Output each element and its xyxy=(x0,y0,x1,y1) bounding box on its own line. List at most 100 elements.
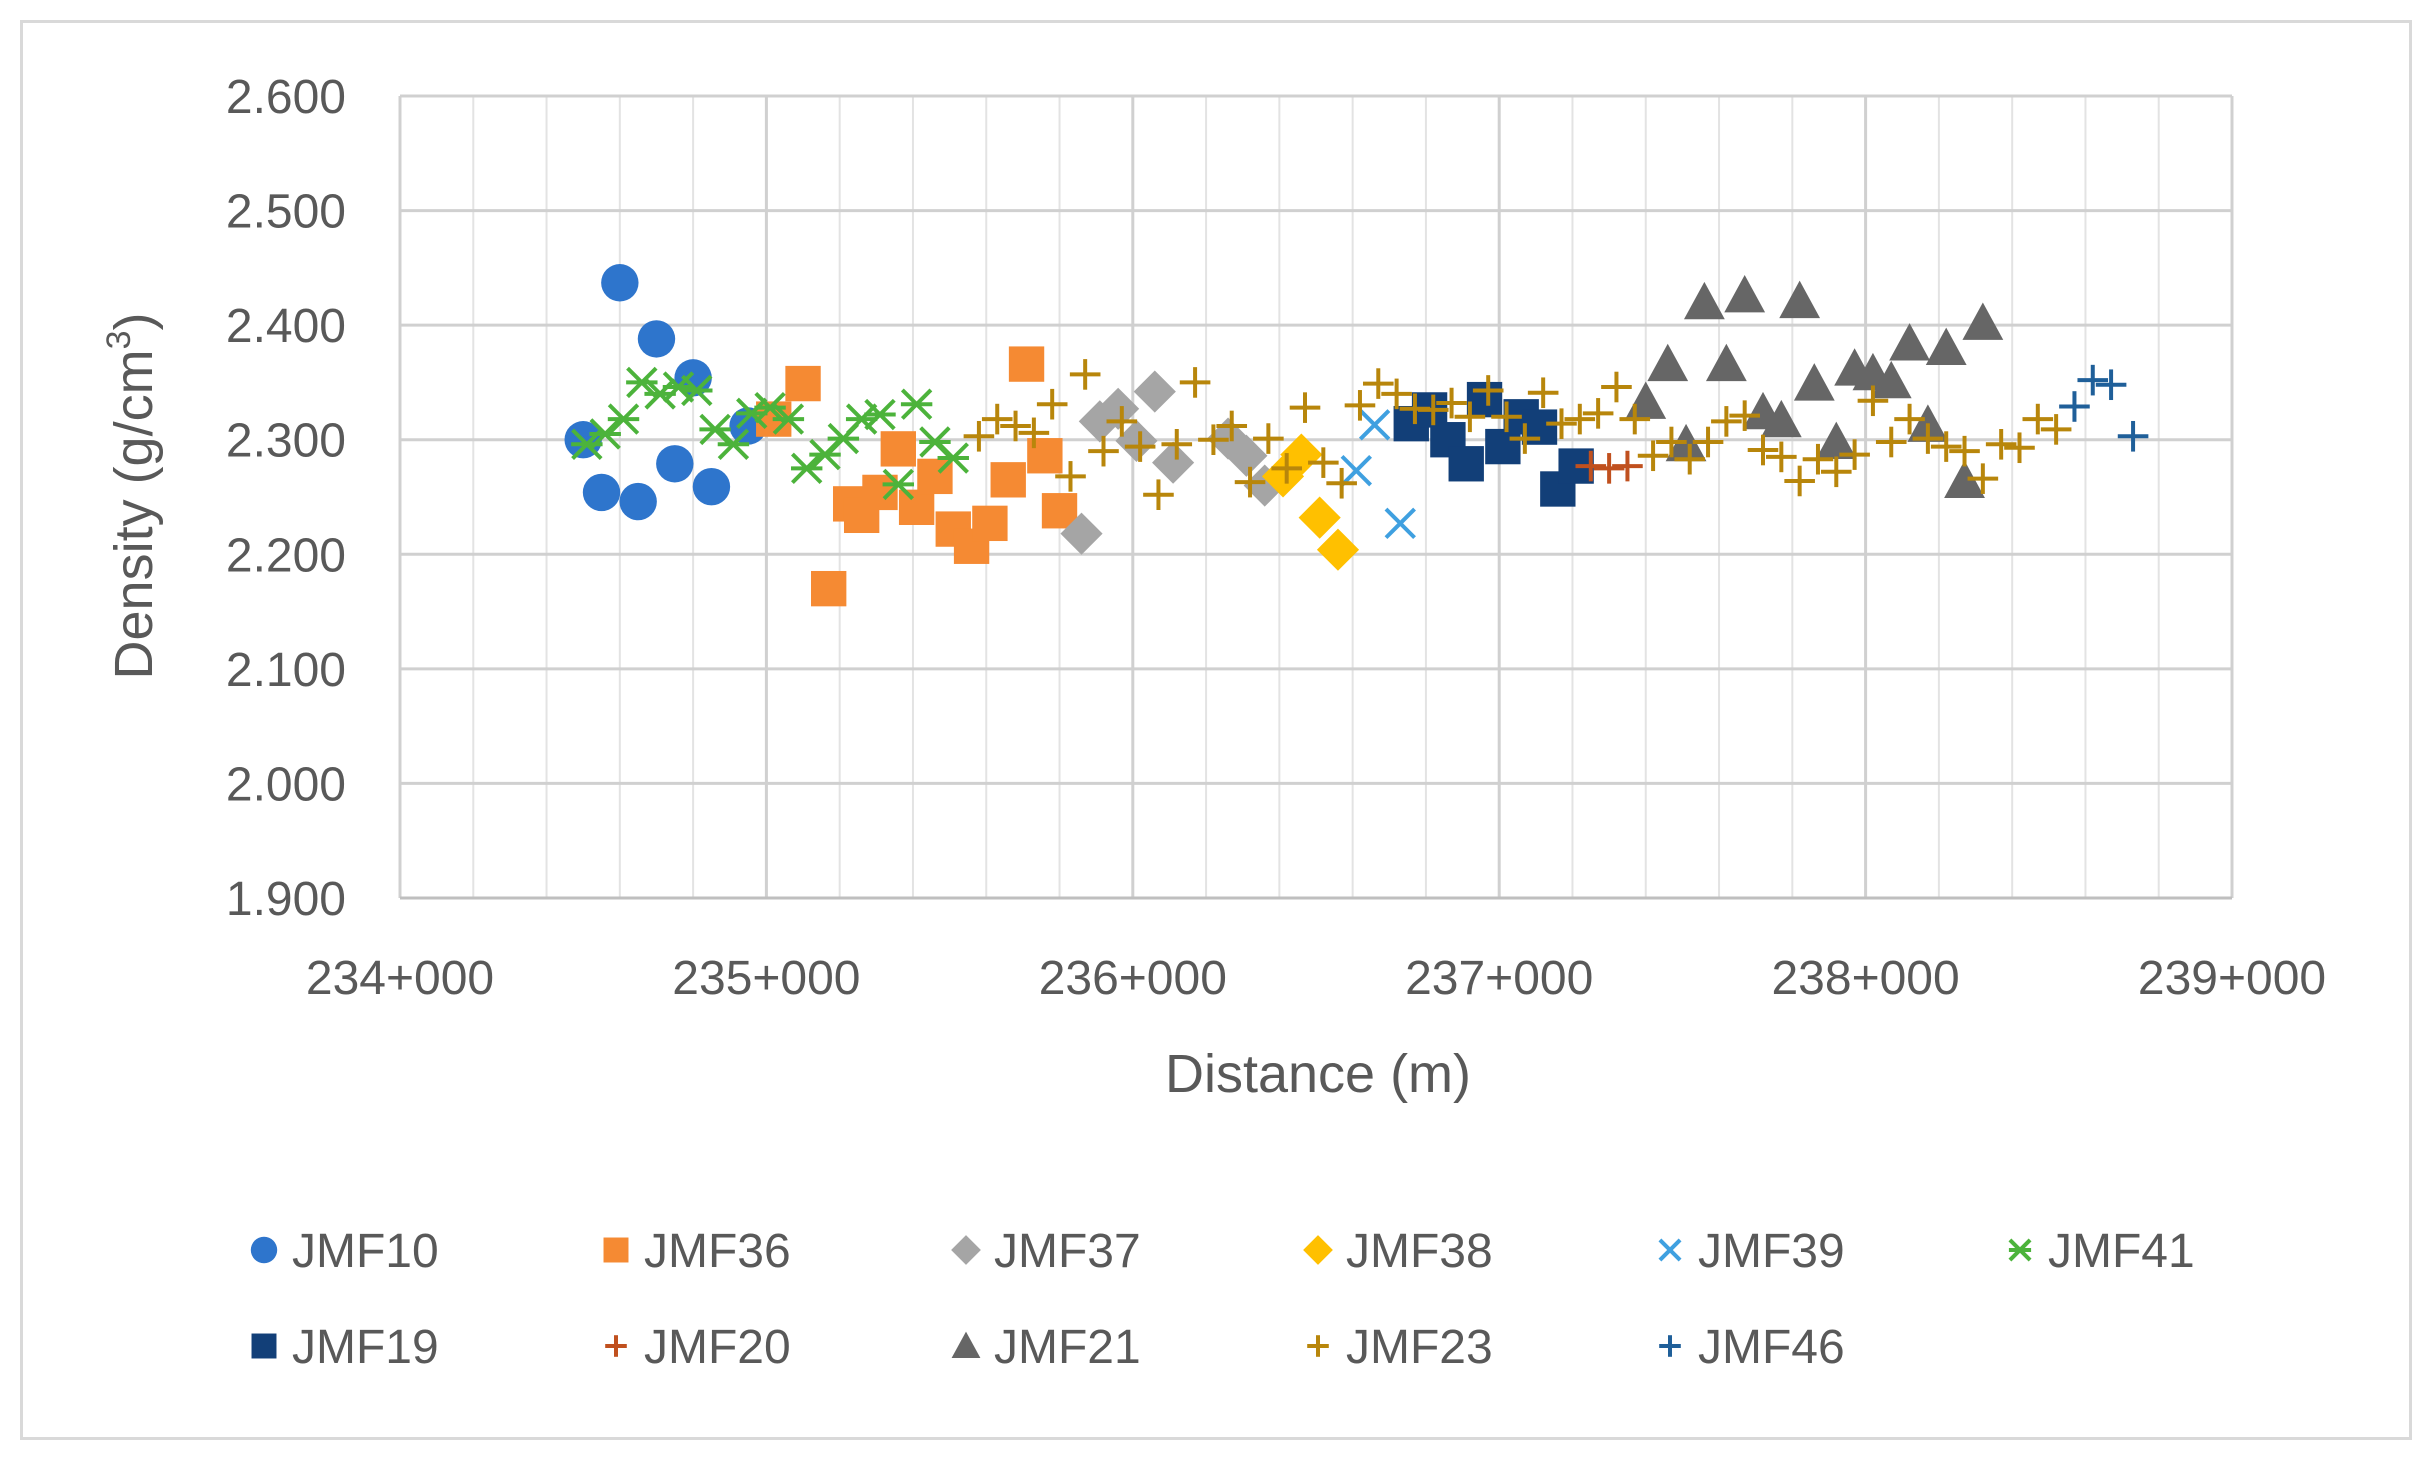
series-jmf20 xyxy=(1575,450,1643,484)
legend-item: JMF21 xyxy=(951,1321,1141,1374)
x-tick-label: 234+000 xyxy=(306,952,494,1005)
data-point xyxy=(1485,428,1521,465)
data-point xyxy=(2022,403,2054,435)
data-point xyxy=(990,462,1026,498)
data-point xyxy=(717,428,750,460)
data-point xyxy=(1384,507,1416,540)
data-point xyxy=(1018,417,1050,449)
legend-label: JMF19 xyxy=(292,1321,439,1374)
data-point xyxy=(1041,493,1078,529)
legend-label: JMF38 xyxy=(1346,1225,1493,1278)
marker-stroke xyxy=(1658,1238,1682,1262)
y-tick-label: 2.400 xyxy=(226,300,346,353)
legend: JMF10 JMF36 JMF37 JMF38 JMF39 JMF41 JMF19 JMF20… xyxy=(250,1225,2195,1374)
data-point xyxy=(880,431,916,467)
y-tick-label: 2.000 xyxy=(226,758,346,811)
data-point xyxy=(1115,419,1158,462)
data-point xyxy=(582,473,621,512)
data-point xyxy=(1008,346,1045,382)
data-point xyxy=(656,445,694,483)
legend-label: JMF21 xyxy=(994,1321,1141,1374)
x-tick-label: 239+000 xyxy=(2138,952,2326,1005)
data-point xyxy=(1619,403,1651,435)
series-jmf36 xyxy=(756,346,1078,607)
y-tick-label: 2.600 xyxy=(226,71,346,124)
data-point xyxy=(1527,377,1559,409)
data-point xyxy=(1894,403,1925,435)
legend-item: JMF19 xyxy=(251,1321,439,1374)
data-point xyxy=(1234,466,1266,498)
data-point xyxy=(1784,465,1815,497)
data-point xyxy=(1647,343,1689,382)
data-point xyxy=(2059,391,2090,422)
legend-label: JMF39 xyxy=(1698,1225,1845,1278)
data-point xyxy=(2004,432,2035,464)
data-point xyxy=(637,320,676,358)
data-point xyxy=(2040,414,2072,445)
data-point xyxy=(1381,378,1412,410)
data-point xyxy=(1683,281,1725,320)
y-tick-label: 2.200 xyxy=(226,529,346,582)
legend-marker xyxy=(951,1235,981,1265)
data-point xyxy=(1358,409,1391,441)
data-point xyxy=(1815,421,1857,460)
data-point xyxy=(1152,441,1195,484)
data-point xyxy=(1705,343,1747,382)
data-point xyxy=(1747,434,1779,466)
series-jmf21 xyxy=(1625,274,2004,498)
x-tick-labels: 234+000 235+000 236+000 237+000 238+000 239+0… xyxy=(306,952,2326,1005)
data-point xyxy=(1601,371,1632,403)
data-point xyxy=(1133,370,1176,413)
data-point xyxy=(811,570,847,607)
data-point xyxy=(681,374,713,407)
data-point xyxy=(1802,443,1834,475)
data-point xyxy=(1692,426,1724,458)
data-point xyxy=(937,442,969,474)
data-point xyxy=(692,467,731,506)
legend-item: JMF41 xyxy=(2008,1225,2195,1278)
data-point xyxy=(1985,428,2017,460)
data-point xyxy=(1198,424,1229,456)
data-point xyxy=(1593,453,1625,484)
data-point xyxy=(1472,375,1504,406)
legend-label: JMF23 xyxy=(1346,1321,1493,1374)
legend-label: JMF20 xyxy=(644,1321,791,1374)
legend-item: JMF20 xyxy=(605,1321,791,1374)
data-point xyxy=(1925,327,1967,366)
data-point xyxy=(1316,528,1360,571)
x-tick-label: 238+000 xyxy=(1771,952,1959,1005)
data-point xyxy=(1637,440,1669,472)
data-point xyxy=(785,365,821,402)
data-point xyxy=(1289,392,1321,423)
data-point xyxy=(1944,460,1985,498)
legend-marker xyxy=(250,1236,278,1264)
data-point xyxy=(1124,431,1156,462)
data-point xyxy=(1097,387,1140,430)
data-point xyxy=(772,403,805,435)
data-point xyxy=(1340,454,1372,487)
data-point xyxy=(1088,435,1119,467)
data-point xyxy=(589,418,621,450)
legend-marker xyxy=(251,1333,277,1359)
legend-marker xyxy=(603,1237,629,1263)
data-point xyxy=(1509,423,1541,454)
x-tick-label: 237+000 xyxy=(1405,952,1593,1005)
legend-item: JMF10 xyxy=(250,1225,439,1278)
legend-marker xyxy=(1307,1335,1329,1357)
y-tick-label: 1.900 xyxy=(226,873,346,926)
data-point xyxy=(1344,390,1376,421)
legend-marker xyxy=(1303,1235,1333,1265)
legend-item: JMF46 xyxy=(1659,1321,1845,1374)
data-point xyxy=(1036,388,1068,420)
data-point xyxy=(1271,453,1302,484)
series-jmf19 xyxy=(1393,381,1594,507)
series-jmf37 xyxy=(1060,370,1286,555)
data-point xyxy=(882,468,915,501)
data-point xyxy=(1326,467,1357,499)
data-point xyxy=(1766,441,1797,473)
data-point xyxy=(1575,450,1607,482)
data-point xyxy=(1889,323,1930,361)
marker-stroke xyxy=(1340,454,1372,487)
data-point xyxy=(1454,401,1486,433)
data-point xyxy=(1448,446,1484,482)
